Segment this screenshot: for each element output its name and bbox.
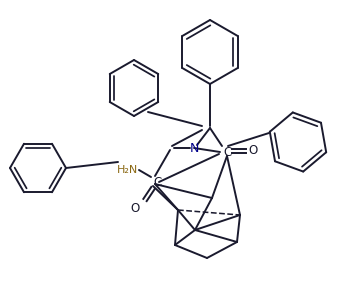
Text: O: O [130, 202, 139, 215]
Text: N: N [189, 141, 199, 154]
Text: C: C [153, 175, 161, 189]
Text: C: C [223, 145, 231, 158]
Text: H₂N: H₂N [117, 165, 138, 175]
Text: O: O [248, 145, 257, 158]
